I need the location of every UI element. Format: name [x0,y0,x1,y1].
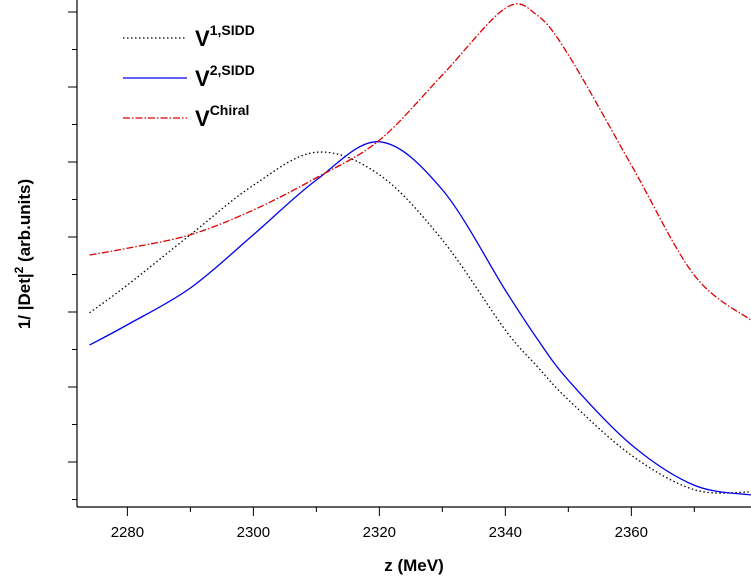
y-axis-label-sup: 2 [12,266,26,273]
legend-label: VChiral [195,102,249,131]
x-tick-label: 2300 [237,524,270,541]
y-axis-label-part: (arb.units) [15,179,34,267]
y-axis-label: 1/ |Det|2 (arb.units) [12,179,34,329]
x-tick-label: 2320 [363,524,396,541]
y-axis-label-part: 1/ |Det| [15,273,34,329]
series-line [89,141,751,496]
x-tick-label: 2360 [615,524,648,541]
legend-superscript: 1,SIDD [210,22,255,38]
x-tick-label: 2340 [489,524,522,541]
x-axis-label: z (MeV) [384,556,444,575]
series-line [89,3,751,321]
legend-name: V [195,66,210,91]
legend-label: V1,SIDD [195,22,255,51]
legend-superscript: 2,SIDD [210,62,255,78]
legend-superscript: Chiral [210,102,250,118]
legend-name: V [195,26,210,51]
legend-name: V [195,106,210,131]
x-tick-label: 2280 [111,524,144,541]
legend-label: V2,SIDD [195,62,255,91]
